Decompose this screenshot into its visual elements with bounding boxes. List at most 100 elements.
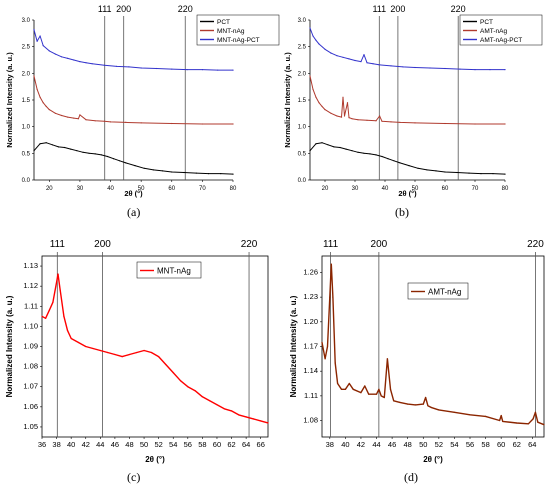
- data-point: [315, 96, 317, 98]
- data-point: [42, 45, 44, 47]
- data-point: [357, 119, 359, 121]
- data-point: [435, 170, 437, 172]
- y-tick-label: 1.12: [23, 281, 38, 290]
- reference-label-111: 111: [323, 239, 339, 250]
- data-point: [45, 142, 47, 144]
- y-tick-label: 1.13: [23, 261, 38, 270]
- data-point: [332, 296, 334, 298]
- data-point: [336, 115, 338, 117]
- x-tick-label: 42: [82, 440, 90, 449]
- data-point: [103, 120, 105, 122]
- x-tick-label: 42: [357, 440, 365, 449]
- legend-label: MNT-nAg-PCT: [217, 37, 260, 44]
- data-point: [527, 423, 530, 425]
- data-point: [386, 358, 388, 360]
- reference-label-220: 220: [178, 4, 193, 14]
- x-tick-label: 80: [502, 186, 509, 192]
- data-point: [318, 102, 320, 104]
- data-point: [77, 341, 80, 344]
- data-point: [207, 173, 210, 175]
- data-point: [125, 121, 127, 123]
- data-point: [369, 153, 371, 155]
- data-point: [245, 416, 247, 418]
- data-point: [67, 116, 69, 118]
- data-point: [209, 400, 211, 402]
- data-point: [351, 150, 353, 152]
- series-line-AMT-nAg: [309, 75, 505, 125]
- reference-label-111: 111: [98, 4, 112, 14]
- data-point: [330, 112, 332, 114]
- data-point: [162, 170, 164, 172]
- panel-d-label: (d): [404, 470, 418, 484]
- legend: PCT MNT-nAg MNT-nAg-PCT: [196, 14, 280, 46]
- data-point: [33, 29, 35, 31]
- data-point: [113, 158, 115, 160]
- reference-label-200: 200: [94, 239, 111, 250]
- data-point: [387, 158, 389, 160]
- x-axis-label: 2θ (°): [398, 189, 417, 198]
- data-point: [70, 337, 72, 340]
- data-point: [330, 52, 332, 54]
- data-point: [195, 172, 197, 174]
- y-tick-label: 1.14: [303, 366, 318, 375]
- y-tick-label: 1.09: [23, 342, 38, 351]
- data-point: [39, 96, 41, 98]
- data-point: [357, 151, 359, 153]
- data-point: [223, 408, 225, 410]
- data-point: [54, 112, 57, 114]
- data-point: [128, 353, 131, 356]
- data-point: [453, 411, 455, 413]
- x-tick-label: 54: [450, 440, 458, 449]
- data-point: [469, 414, 471, 416]
- data-point: [390, 65, 392, 67]
- data-point: [107, 351, 109, 354]
- data-point: [85, 119, 87, 121]
- y-tick-label: 1.07: [23, 382, 38, 391]
- data-point: [345, 148, 347, 150]
- data-point: [468, 172, 470, 174]
- x-tick-label: 70: [472, 186, 479, 192]
- x-tick-label: 50: [138, 186, 145, 192]
- series-line-AMT-nAg-PCT: [309, 27, 505, 71]
- data-point: [52, 301, 54, 303]
- data-point: [194, 390, 196, 392]
- data-point: [312, 35, 314, 37]
- chart-panel-d: 1.08 1.11 1.14 1.17 1.20 1.23 1.26 38 40 42 44 46 48…: [289, 239, 545, 464]
- x-axis-label: 2θ (°): [145, 455, 165, 464]
- x-tick-label: 52: [154, 440, 162, 449]
- data-point: [59, 289, 61, 291]
- data-point: [70, 148, 72, 150]
- data-point: [321, 105, 323, 107]
- data-point: [489, 69, 491, 71]
- panel-b-label: (b): [395, 205, 409, 219]
- x-tick-label: 50: [412, 186, 419, 192]
- data-point: [217, 69, 219, 71]
- data-point: [402, 66, 404, 68]
- data-point: [76, 150, 78, 152]
- y-tick-label: 1.17: [303, 342, 318, 351]
- y-tick-label: 1.0: [298, 125, 307, 131]
- y-tick-label: 0.0: [298, 178, 307, 184]
- x-tick-label: 38: [52, 440, 60, 449]
- data-point: [366, 119, 368, 121]
- data-point: [39, 35, 41, 37]
- x-tick-label: 36: [38, 440, 46, 449]
- x-tick-label: 56: [184, 440, 192, 449]
- data-point: [368, 393, 370, 395]
- data-point: [309, 27, 311, 29]
- x-axis-label: 2θ (°): [423, 455, 443, 464]
- data-point: [309, 150, 311, 152]
- data-point: [321, 341, 323, 343]
- x-tick-label: 40: [107, 186, 114, 192]
- data-point: [381, 155, 383, 158]
- legend-label: AMT-nAg-PCT: [480, 37, 522, 44]
- data-point: [94, 153, 96, 155]
- data-point: [143, 167, 145, 169]
- data-point: [499, 419, 501, 422]
- data-point: [337, 382, 339, 385]
- data-point: [340, 388, 343, 390]
- series-line-AMT-nAg: [321, 263, 545, 426]
- data-point: [372, 63, 374, 65]
- data-point: [252, 418, 254, 420]
- data-point: [106, 155, 109, 158]
